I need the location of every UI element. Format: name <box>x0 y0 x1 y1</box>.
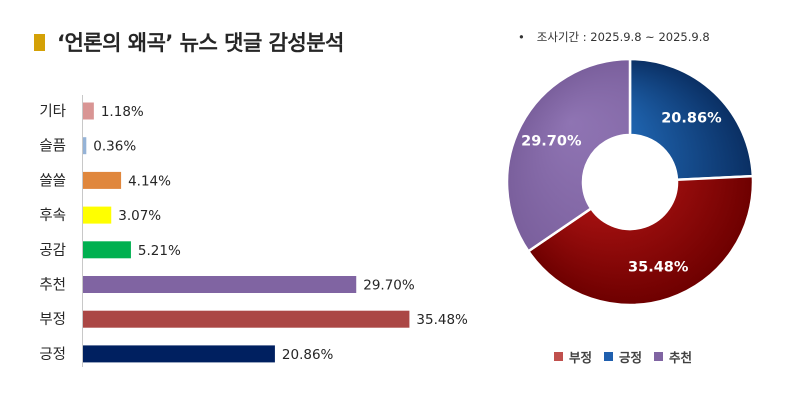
bar-category-label: 슬픔 <box>39 138 66 155</box>
donut-value-label: 20.86% <box>661 111 722 127</box>
bar <box>83 310 410 328</box>
title-marker <box>34 33 45 51</box>
bar-category-label: 추천 <box>39 277 66 294</box>
legend-swatch <box>654 352 664 361</box>
bar <box>83 102 94 120</box>
bar-category-label: 쓸쓸 <box>39 172 66 189</box>
legend-item: 긍정 <box>604 347 642 366</box>
bar-value-label: 1.18% <box>101 104 144 120</box>
legend-label: 추천 <box>669 350 693 365</box>
legend-swatch <box>604 352 614 361</box>
chart-title: ‘언론의 왜곡’ 뉴스 댓글 감성분석 <box>57 31 344 55</box>
legend-item: 추천 <box>654 347 692 366</box>
legend-label: 부정 <box>569 350 593 365</box>
legend-item: 부정 <box>554 347 592 366</box>
bar <box>83 241 131 259</box>
donut-slice <box>628 57 755 182</box>
legend-swatch <box>554 352 563 361</box>
bar-value-label: 20.86% <box>282 347 334 363</box>
period-bullet: • <box>518 30 525 44</box>
title-block: ‘언론의 왜곡’ 뉴스 댓글 감성분석 <box>34 27 344 57</box>
bar-value-label: 5.21% <box>138 243 181 259</box>
legend-label: 긍정 <box>619 350 643 365</box>
bar-value-label: 35.48% <box>416 312 468 328</box>
bar-category-label: 기타 <box>39 103 66 120</box>
bar-value-label: 3.07% <box>118 208 161 224</box>
donut-slice <box>526 174 755 307</box>
donut-slice <box>505 57 632 253</box>
donut-value-label: 35.48% <box>628 259 689 275</box>
bar-value-label: 4.14% <box>128 173 171 189</box>
donut-legend: 부정 긍정 추천 <box>554 347 704 366</box>
bar-value-label: 29.70% <box>363 278 415 294</box>
bar-category-label: 공감 <box>39 242 66 259</box>
bar <box>83 345 275 363</box>
bar-value-label: 0.36% <box>93 139 136 155</box>
bar <box>83 206 112 224</box>
bar <box>83 171 122 189</box>
bar <box>83 276 357 293</box>
bar <box>83 137 87 155</box>
survey-period: • 조사기간 : 2025.9.8 ~ 2025.9.8 <box>518 29 710 45</box>
period-text: 조사기간 : 2025.9.8 ~ 2025.9.8 <box>536 30 710 44</box>
donut-value-label: 29.70% <box>521 133 582 149</box>
bar-category-label: 긍정 <box>39 346 66 363</box>
bar-chart-axis <box>82 95 83 367</box>
bar-category-label: 후속 <box>39 207 66 224</box>
bar-category-label: 부정 <box>39 311 66 328</box>
bar-chart: 기타 1.18% 슬픔 0.36% 쓸쓸 4.14% 후속 3.07% 공감 5.21% 추천 29.… <box>39 102 468 363</box>
